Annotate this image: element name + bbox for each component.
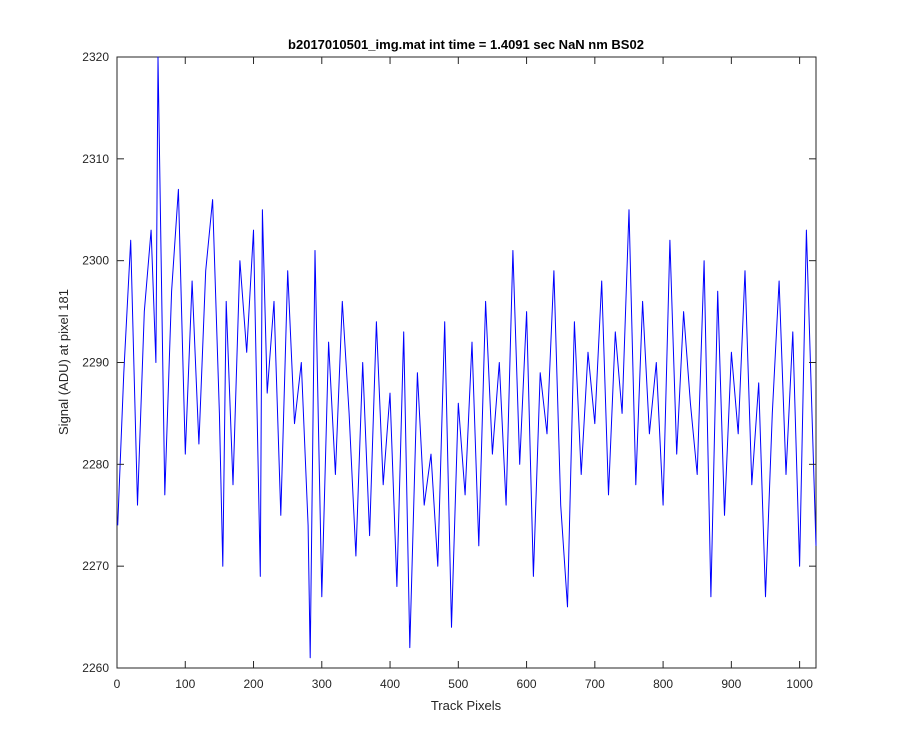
x-tick-label: 800 [653,677,673,691]
y-tick-label: 2260 [82,661,109,675]
x-tick-label: 200 [244,677,264,691]
x-tick-label: 600 [517,677,537,691]
x-axis: 0 100 200 300 400 500 600 700 800 900 1000 [114,57,813,691]
y-tick-label: 2310 [82,152,109,166]
x-tick-label: 900 [721,677,741,691]
x-tick-label: 1000 [786,677,813,691]
y-tick-label: 2300 [82,254,109,268]
x-tick-label: 500 [448,677,468,691]
y-tick-label: 2290 [82,356,109,370]
series-line [117,56,817,659]
y-tick-label: 2280 [82,457,109,471]
y-axis-label: Signal (ADU) at pixel 181 [56,289,71,435]
y-tick-label: 2320 [82,50,109,64]
x-axis-label: Track Pixels [431,698,502,713]
plot-frame [116,56,817,669]
y-tick-label: 2270 [82,559,109,573]
chart-title: b2017010501_img.mat int time = 1.4091 se… [288,37,644,52]
x-tick-label: 0 [114,677,121,691]
plot-area [116,56,817,669]
x-tick-label: 700 [585,677,605,691]
x-tick-label: 100 [175,677,195,691]
data-layer [117,56,817,659]
x-tick-label: 400 [380,677,400,691]
x-tick-label: 300 [312,677,332,691]
y-axis: 2260 2270 2280 2290 2300 2310 2320 [82,50,816,675]
